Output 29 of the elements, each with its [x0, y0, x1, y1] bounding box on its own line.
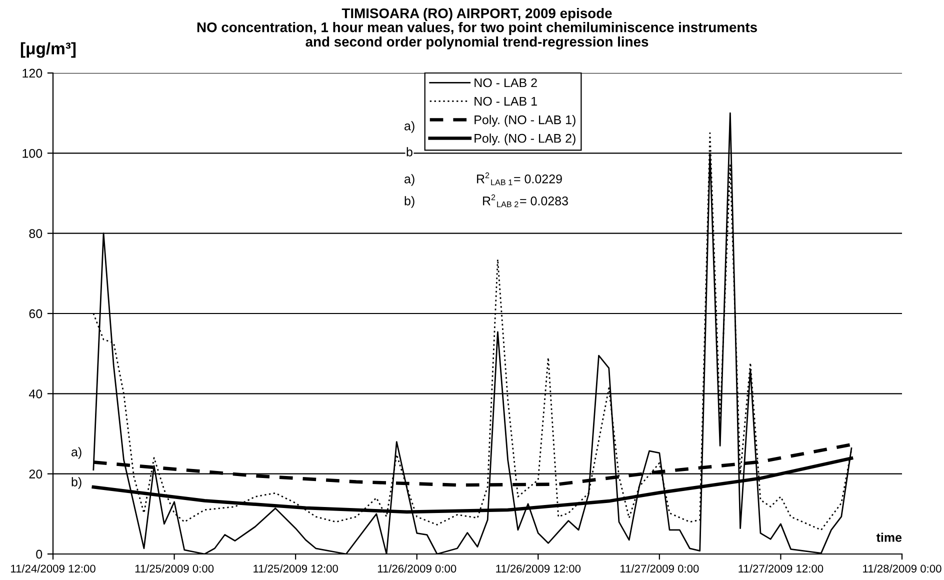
y-tick-label: 40 [28, 389, 42, 398]
legend-label: Poly. (NO - LAB 2) [474, 134, 576, 146]
legend-label: Poly. (NO - LAB 1) [474, 115, 576, 127]
annotation: b) [72, 477, 82, 489]
y-tick-label: 20 [29, 470, 42, 478]
x-tick-label: 11/24/2009 12:00 [11, 564, 96, 573]
x-axis-title: time [876, 532, 902, 542]
annotation: b [406, 147, 412, 156]
y-tick-label: 0 [36, 550, 42, 559]
x-tick-label: 11/27/2009 0:00 [620, 564, 699, 573]
x-tick-label: 11/26/2009 0:00 [378, 564, 456, 573]
annotation: a) [404, 174, 414, 186]
legend-label: NO - LAB 2 [474, 78, 537, 88]
x-tick-label: 11/25/2009 12:00 [254, 564, 338, 573]
annotation: a) [404, 121, 414, 133]
chart-subtitle: NO concentration, 1 hour mean values, for two point chemiluminiscence instruments and second order polynomial trend-regression lines [197, 22, 757, 50]
y-tick-label: 100 [22, 148, 42, 158]
y-axis-title: [μg/m³] [20, 42, 76, 58]
chart-title: TIMISOARA (RO) AIRPORT, 2009 episode [342, 8, 612, 21]
annotation: b) [404, 196, 414, 208]
x-tick-label: 11/27/2009 12:00 [738, 564, 824, 573]
y-tick-label: 60 [29, 309, 42, 318]
y-tick-label: 120 [22, 68, 42, 78]
annotation: a) [72, 447, 82, 459]
x-tick-label: 11/28/2009 0:00 [863, 564, 942, 573]
x-tick-label: 11/26/2009 12:00 [496, 564, 581, 573]
y-tick-label: 80 [29, 229, 42, 238]
x-tick-label: 11/25/2009 0:00 [135, 564, 214, 573]
legend-label: NO - LAB 1 [474, 96, 537, 106]
